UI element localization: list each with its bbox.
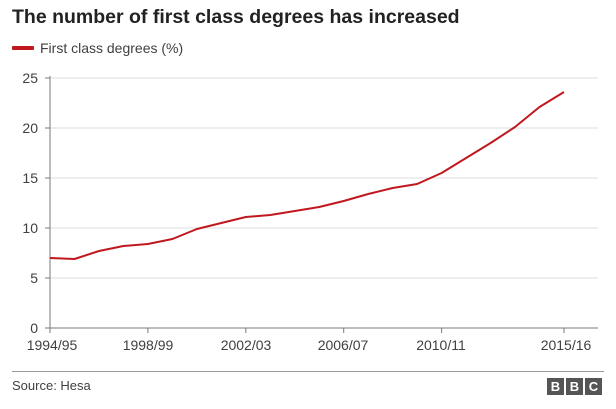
footer-divider (12, 371, 604, 372)
chart-title: The number of first class degrees has in… (12, 6, 460, 28)
x-tick-label: 2015/16 (541, 337, 592, 353)
bbc-logo-letter: B (566, 378, 583, 395)
x-tick-label: 2006/07 (318, 337, 369, 353)
legend-swatch (12, 46, 34, 50)
bbc-logo: B B C (547, 378, 602, 395)
y-tick-label: 0 (30, 320, 38, 336)
y-tick-label: 25 (22, 70, 38, 86)
y-tick-label: 15 (22, 170, 38, 186)
y-tick-label: 10 (22, 220, 38, 236)
bbc-logo-letter: C (585, 378, 602, 395)
y-tick-label: 5 (30, 270, 38, 286)
source-note: Source: Hesa (12, 378, 91, 393)
series-line (49, 91, 565, 260)
x-tick-label: 2002/03 (221, 337, 272, 353)
y-tick-label: 20 (22, 120, 38, 136)
x-tick-label: 1998/99 (123, 337, 174, 353)
legend: First class degrees (%) (12, 40, 183, 56)
legend-label: First class degrees (%) (40, 40, 184, 56)
bbc-logo-letter: B (547, 378, 564, 395)
x-tick-label: 1994/95 (27, 337, 78, 353)
x-tick-label: 2010/11 (416, 337, 466, 353)
